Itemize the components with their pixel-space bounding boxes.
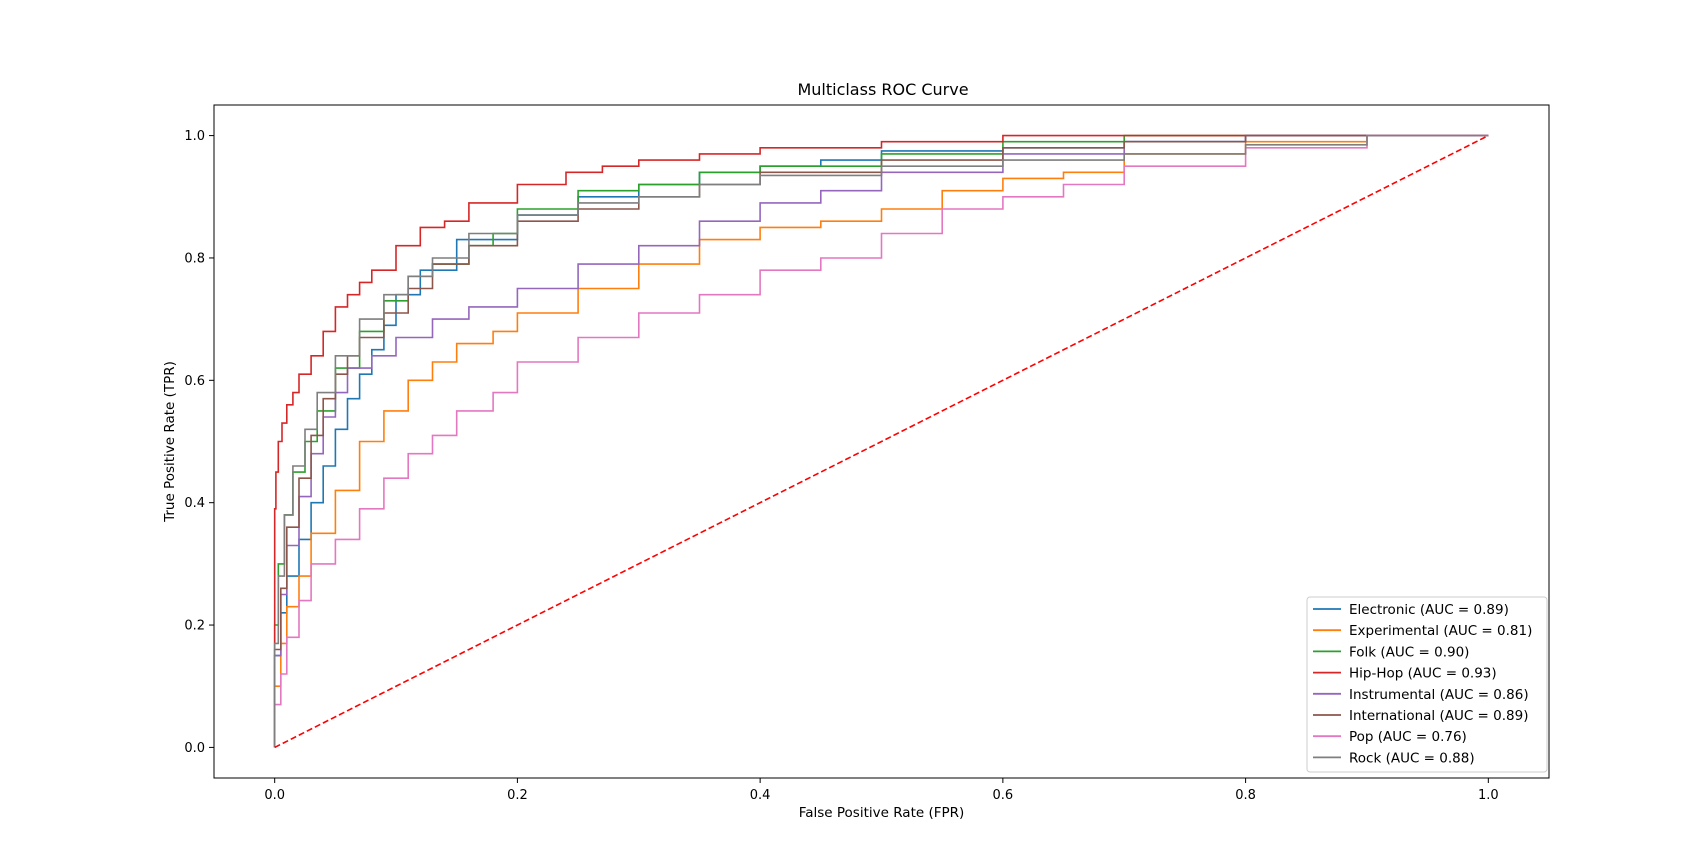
legend: Electronic (AUC = 0.89) Experimental (AUC… <box>1306 596 1548 773</box>
y-tick-label: 0.6 <box>184 374 205 389</box>
y-tick-label: 0.0 <box>184 741 205 756</box>
x-tick-label: 0.2 <box>507 788 528 803</box>
x-tick-label: 1.0 <box>1478 788 1499 803</box>
legend-label-pop: Pop (AUC = 0.76) <box>1349 729 1467 745</box>
axis-ticks: 0.0 0.2 0.4 0.6 0.8 1.0 0.0 0.2 0.4 0.6 0.8 1.0 <box>184 129 1498 803</box>
roc-line-experimental <box>273 134 1489 748</box>
roc-line-rock <box>273 134 1489 748</box>
chart-title: Multiclass ROC Curve <box>797 80 968 99</box>
y-tick-label: 0.4 <box>184 496 205 511</box>
x-tick-label: 0.8 <box>1235 788 1256 803</box>
y-tick-label: 1.0 <box>184 129 205 144</box>
legend-label-folk: Folk (AUC = 0.90) <box>1349 644 1469 660</box>
legend-label-instrumental: Instrumental (AUC = 0.86) <box>1349 687 1529 703</box>
x-tick-label: 0.6 <box>993 788 1014 803</box>
legend-label-electronic: Electronic (AUC = 0.89) <box>1349 602 1509 618</box>
x-tick-label: 0.4 <box>750 788 771 803</box>
legend-box <box>1306 596 1548 773</box>
roc-line-instrumental <box>273 134 1489 748</box>
legend-label-rock: Rock (AUC = 0.88) <box>1349 750 1475 766</box>
roc-line-hip-hop <box>273 134 1489 748</box>
x-tick-label: 0.0 <box>264 788 285 803</box>
y-axis-label: True Positive Rate (TPR) <box>162 361 178 523</box>
legend-label-experimental: Experimental (AUC = 0.81) <box>1349 623 1532 639</box>
roc-line-pop <box>273 134 1489 748</box>
y-tick-label: 0.2 <box>184 619 205 634</box>
legend-label-international: International (AUC = 0.89) <box>1349 708 1528 724</box>
chance-diagonal-line <box>274 134 1489 749</box>
x-axis-label: False Positive Rate (FPR) <box>799 805 965 821</box>
legend-label-hip-hop: Hip-Hop (AUC = 0.93) <box>1349 666 1497 682</box>
axes-frame <box>213 104 1550 779</box>
y-tick-label: 0.8 <box>184 251 205 266</box>
plot-area <box>273 134 1489 749</box>
